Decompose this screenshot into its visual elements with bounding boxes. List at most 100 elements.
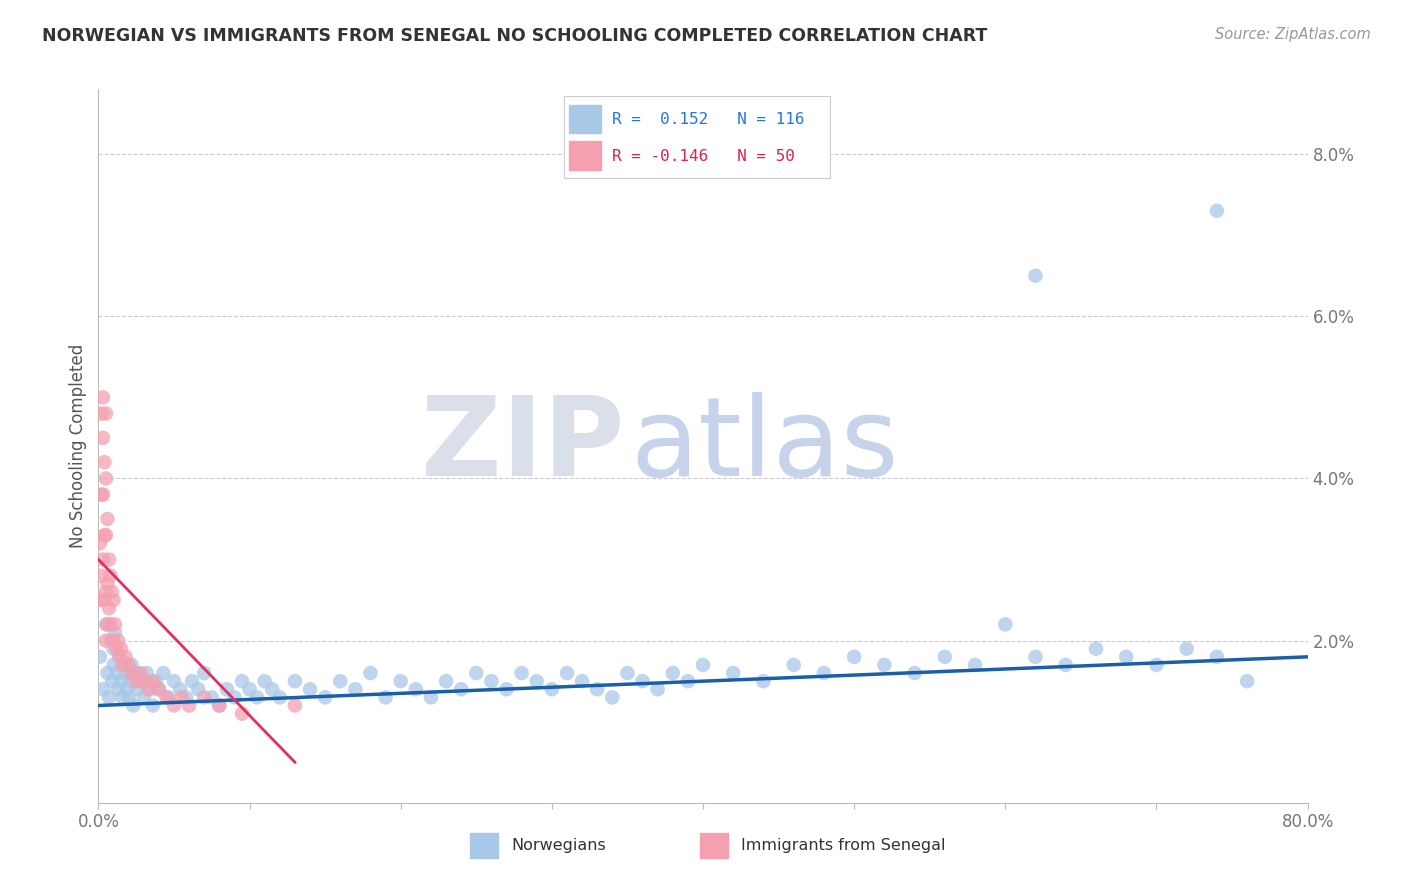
Point xyxy=(108,649,131,664)
Point xyxy=(110,674,132,689)
Point xyxy=(103,593,125,607)
Point xyxy=(112,657,135,672)
Point xyxy=(723,666,745,681)
Point xyxy=(94,633,117,648)
Point xyxy=(127,682,149,697)
Point xyxy=(114,649,136,664)
Text: Source: ZipAtlas.com: Source: ZipAtlas.com xyxy=(1215,27,1371,42)
Point xyxy=(1175,641,1198,656)
Point xyxy=(434,674,457,689)
Point xyxy=(142,698,165,713)
Point xyxy=(631,674,654,689)
Point xyxy=(152,666,174,681)
Point xyxy=(616,666,638,681)
Point xyxy=(101,585,124,599)
Point xyxy=(465,666,488,681)
Point xyxy=(114,666,136,681)
Point xyxy=(676,674,699,689)
Point xyxy=(96,617,118,632)
Point xyxy=(91,431,114,445)
Text: atlas: atlas xyxy=(630,392,898,500)
Point xyxy=(215,682,238,697)
Point xyxy=(1085,641,1108,656)
Point xyxy=(148,682,170,697)
Point xyxy=(111,657,134,672)
Point xyxy=(129,674,152,689)
Point xyxy=(193,690,215,705)
Point xyxy=(96,666,118,681)
Point xyxy=(103,657,125,672)
Point xyxy=(169,682,191,697)
Point xyxy=(904,666,927,681)
Point xyxy=(163,698,186,713)
Point xyxy=(98,552,121,566)
Point xyxy=(389,674,412,689)
Point xyxy=(90,407,112,421)
Point xyxy=(224,690,246,705)
Point xyxy=(813,666,835,681)
Point xyxy=(540,682,562,697)
Point xyxy=(118,690,141,705)
Point xyxy=(108,649,131,664)
Point xyxy=(1054,657,1077,672)
Point xyxy=(103,641,125,656)
Point xyxy=(100,568,122,582)
Point xyxy=(115,682,138,697)
Point xyxy=(284,698,307,713)
Point xyxy=(246,690,269,705)
Point xyxy=(104,625,127,640)
Y-axis label: No Schooling Completed: No Schooling Completed xyxy=(69,344,87,548)
Point xyxy=(181,674,204,689)
Point xyxy=(118,657,141,672)
Point xyxy=(783,657,806,672)
Text: NORWEGIAN VS IMMIGRANTS FROM SENEGAL NO SCHOOLING COMPLETED CORRELATION CHART: NORWEGIAN VS IMMIGRANTS FROM SENEGAL NO … xyxy=(42,27,987,45)
Point xyxy=(208,698,231,713)
Point xyxy=(90,488,112,502)
Point xyxy=(145,674,167,689)
Point xyxy=(208,698,231,713)
Point xyxy=(91,390,114,404)
Point xyxy=(170,690,193,705)
Point xyxy=(187,682,209,697)
Point xyxy=(93,593,115,607)
Point xyxy=(405,682,427,697)
Point xyxy=(155,690,177,705)
Point xyxy=(100,617,122,632)
Point xyxy=(94,617,117,632)
Point xyxy=(571,674,593,689)
Point xyxy=(269,690,291,705)
Point xyxy=(93,528,115,542)
Point xyxy=(1206,649,1229,664)
Point xyxy=(101,674,124,689)
Point xyxy=(1236,674,1258,689)
Point xyxy=(125,674,148,689)
Point xyxy=(526,674,548,689)
Point xyxy=(136,682,159,697)
Point xyxy=(495,682,517,697)
Point xyxy=(239,682,262,697)
Point xyxy=(94,407,117,421)
Point xyxy=(96,512,118,526)
Point xyxy=(602,690,624,705)
Point xyxy=(142,674,165,689)
Point xyxy=(93,455,115,469)
Point xyxy=(284,674,307,689)
Point xyxy=(103,633,125,648)
Point xyxy=(450,682,472,697)
Point xyxy=(96,577,118,591)
Point xyxy=(262,682,284,697)
Point xyxy=(163,674,186,689)
Point xyxy=(586,682,609,697)
Point xyxy=(965,657,987,672)
Point xyxy=(1206,203,1229,218)
Point xyxy=(193,666,215,681)
Point xyxy=(314,690,336,705)
Point xyxy=(89,536,111,550)
Point xyxy=(110,641,132,656)
Point xyxy=(98,601,121,615)
Point xyxy=(89,649,111,664)
Point xyxy=(174,690,197,705)
Point xyxy=(121,657,143,672)
Point xyxy=(148,682,170,697)
Point xyxy=(104,617,127,632)
